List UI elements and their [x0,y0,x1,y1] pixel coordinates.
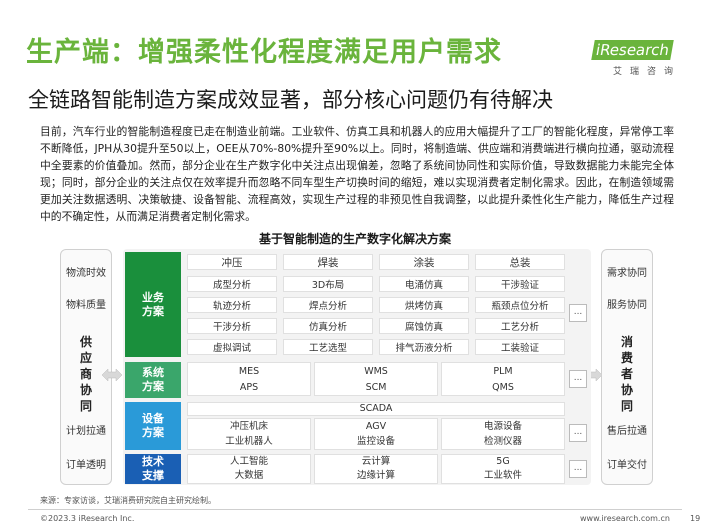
supplier-collaboration-panel: 物流时效 物料质量 供 应 商 协 同 计划拉通 订单透明 [60,249,112,485]
business-cell: 排气沥液分析 [379,339,469,355]
website-link[interactable]: www.iresearch.com.cn [580,514,670,523]
right-item-after-sales: 售后拉通 [607,426,647,437]
page-subtitle: 全链路智能制造方案成效显著，部分核心问题仍有待解决 [28,88,553,112]
business-cell: 仿真分析 [283,318,373,334]
tech-cell: 人工智能 大数据 [187,454,311,484]
business-cell: 工装验证 [475,339,565,355]
equipment-solution-label: 设备 方案 [125,402,181,450]
more-button[interactable]: ... [569,460,587,478]
business-cell: 轨迹分析 [187,297,277,313]
more-button[interactable]: ... [569,424,587,442]
left-double-arrow-icon [102,368,122,382]
system-cell: WMS SCM [314,362,438,396]
more-button[interactable]: ... [569,370,587,388]
column-painting: 涂装 [379,254,469,270]
body-paragraph: 目前，汽车行业的智能制造程度已走在制造业前端。工业软件、仿真工具和机器人的应用大… [40,125,674,223]
tech-support-area: 人工智能 大数据 云计算 边缘计算 5G 工业软件 ... [185,454,587,484]
business-solution-label: 业务 方案 [125,252,181,357]
business-cell: 工艺分析 [475,318,565,334]
business-cell: 干涉分析 [187,318,277,334]
system-solution-area: MES APS WMS SCM PLM QMS ... [185,362,587,398]
copyright: ©2023.3 iResearch Inc. [40,514,135,523]
more-button[interactable]: ... [569,304,587,322]
supplier-collaboration-label: 供 应 商 协 同 [79,335,92,413]
business-solution-area: 冲压 焊装 涂装 总装 成型分析 3D布局 电涌仿真 干涉验证 轨迹分析 焊点分… [185,252,587,357]
column-assembly: 总装 [475,254,565,270]
business-cell: 成型分析 [187,276,277,292]
page-title: 生产端：增强柔性化程度满足用户需求 [26,37,502,68]
consumer-collaboration-label: 消 费 者 协 同 [620,335,633,413]
business-cell: 焊点分析 [283,297,373,313]
business-cell: 烘烤仿真 [379,297,469,313]
column-stamping: 冲压 [187,254,277,270]
logo-wordmark: iResearch [591,40,674,60]
solution-center: 业务 方案 冲压 焊装 涂装 总装 成型分析 3D布局 电涌仿真 干涉验证 轨迹分… [123,249,591,485]
business-cell: 干涉验证 [475,276,565,292]
scada-cell: SCADA [187,402,565,416]
right-item-demand: 需求协同 [607,268,647,279]
footer-divider [28,509,682,510]
tech-cell: 5G 工业软件 [441,454,565,484]
consumer-collaboration-panel: 需求协同 服务协同 消 费 者 协 同 售后拉通 订单交付 [601,249,653,485]
right-item-order-delivery: 订单交付 [607,460,647,471]
source-note: 来源：专家访谈，艾瑞消费研究院自主研究绘制。 [40,496,216,505]
solution-diagram: 物流时效 物料质量 供 应 商 协 同 计划拉通 订单透明 业务 方案 冲压 焊装… [57,246,657,492]
equipment-cell: AGV 监控设备 [314,418,438,450]
equipment-cell: 电源设备 检测仪器 [441,418,565,450]
system-cell: PLM QMS [441,362,565,396]
business-cell: 虚拟调试 [187,339,277,355]
right-item-service: 服务协同 [607,300,647,311]
business-cell: 腐蚀仿真 [379,318,469,334]
left-item-logistics: 物流时效 [66,268,106,279]
system-solution-label: 系统 方案 [125,362,181,398]
equipment-cell: 冲压机床 工业机器人 [187,418,311,450]
left-item-plan-alignment: 计划拉通 [66,426,106,437]
system-cell: MES APS [187,362,311,396]
column-welding: 焊装 [283,254,373,270]
tech-support-label: 技术 支撑 [125,454,181,484]
equipment-solution-area: SCADA 冲压机床 工业机器人 AGV 监控设备 电源设备 检测仪器 ... [185,402,587,450]
business-cell: 瓶颈点位分析 [475,297,565,313]
tech-cell: 云计算 边缘计算 [314,454,438,484]
left-item-material-quality: 物料质量 [66,300,106,311]
left-item-order-transparency: 订单透明 [66,460,106,471]
page-number: 19 [690,514,701,523]
iresearch-logo: iResearch 艾瑞咨询 [591,32,689,82]
business-cell: 工艺选型 [283,339,373,355]
business-cell: 3D布局 [283,276,373,292]
diagram-title: 基于智能制造的生产数字化解决方案 [258,232,451,246]
logo-chinese-name: 艾瑞咨询 [613,67,682,77]
business-cell: 电涌仿真 [379,276,469,292]
